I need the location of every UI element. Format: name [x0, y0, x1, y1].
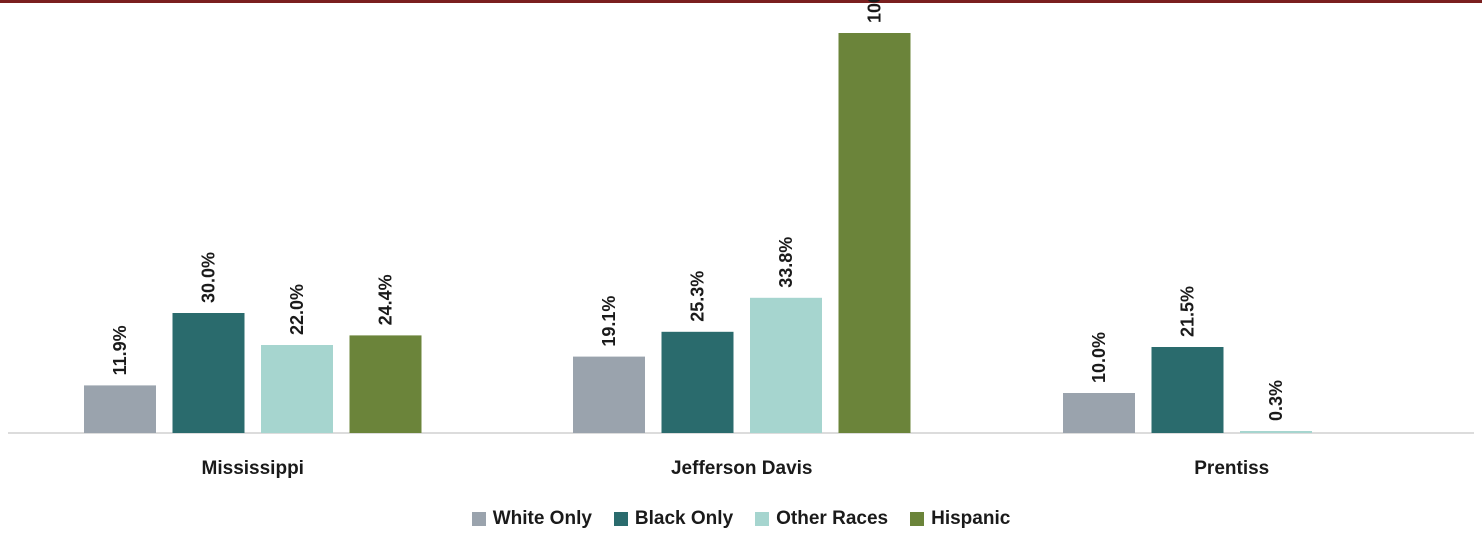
- data-label: 11.9%: [110, 325, 130, 375]
- bar-other-races-jefferson-davis: [750, 297, 822, 433]
- bar-white-only-mississippi: [84, 385, 156, 433]
- legend-label: Other Races: [776, 508, 889, 529]
- legend-label: Hispanic: [931, 508, 1011, 529]
- bar-black-only-prentiss: [1151, 347, 1224, 433]
- legend-swatch: [755, 512, 770, 526]
- data-label: 24.4%: [376, 274, 396, 325]
- legend-item-hispanic: Hispanic: [910, 508, 1010, 530]
- data-label: 33.8%: [776, 237, 796, 288]
- data-label: 25.3%: [688, 271, 708, 322]
- bar-black-only-mississippi: [172, 313, 245, 433]
- bar-other-races-mississippi: [261, 345, 333, 433]
- category-label: Mississippi: [202, 458, 304, 479]
- legend-label: White Only: [492, 508, 592, 529]
- data-label: 0.3%: [1266, 380, 1286, 421]
- legend-swatch: [910, 512, 925, 526]
- data-label: 19.1%: [599, 296, 619, 347]
- bar-white-only-jefferson-davis: [573, 356, 645, 433]
- data-label: 100.0%: [865, 0, 885, 23]
- data-label: 22.0%: [287, 284, 307, 335]
- legend-item-other-races: Other Races: [755, 508, 888, 530]
- legend-label: Black Only: [634, 508, 734, 529]
- legend-swatch: [471, 512, 486, 526]
- bar-hispanic-mississippi: [349, 335, 422, 433]
- data-label: 30.0%: [199, 252, 219, 303]
- legend-swatch: [613, 512, 628, 526]
- data-label: 21.5%: [1178, 286, 1198, 337]
- legend-item-white-only: White Only: [471, 508, 592, 530]
- data-label: 10.0%: [1089, 332, 1109, 383]
- bar-black-only-jefferson-davis: [661, 331, 734, 433]
- legend-item-black-only: Black Only: [613, 508, 734, 530]
- category-label: Jefferson Davis: [671, 458, 813, 479]
- bar-chart: 11.9% 30.0% 22.0% 24.4% Mississippi 19.1% 25.3…: [8, 0, 1474, 479]
- top-rule: [0, 0, 1482, 3]
- chart-legend: White Only Black Only Other Races Hispan…: [0, 508, 1482, 530]
- bar-white-only-prentiss: [1063, 393, 1135, 433]
- bar-hispanic-jefferson-davis: [838, 33, 911, 433]
- category-label: Prentiss: [1194, 458, 1269, 479]
- bar-other-races-prentiss: [1240, 431, 1312, 433]
